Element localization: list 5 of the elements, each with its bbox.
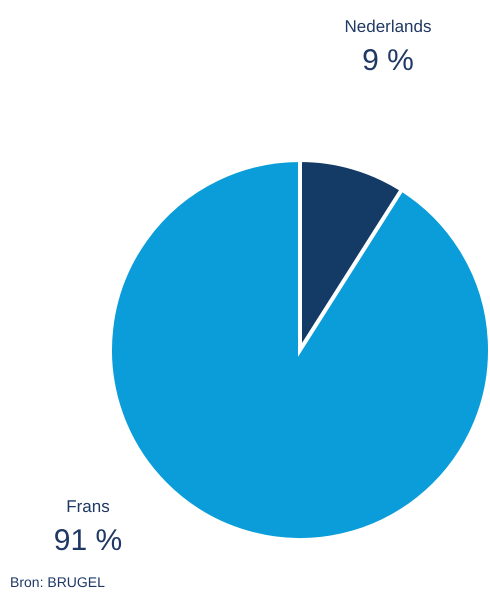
- slice-label: Frans: [66, 497, 110, 516]
- data-label: 9 %: [362, 44, 414, 77]
- slice-label: Nederlands: [344, 17, 432, 36]
- text: Bron: BRUGEL: [10, 574, 105, 590]
- data-label: 91 %: [54, 524, 122, 557]
